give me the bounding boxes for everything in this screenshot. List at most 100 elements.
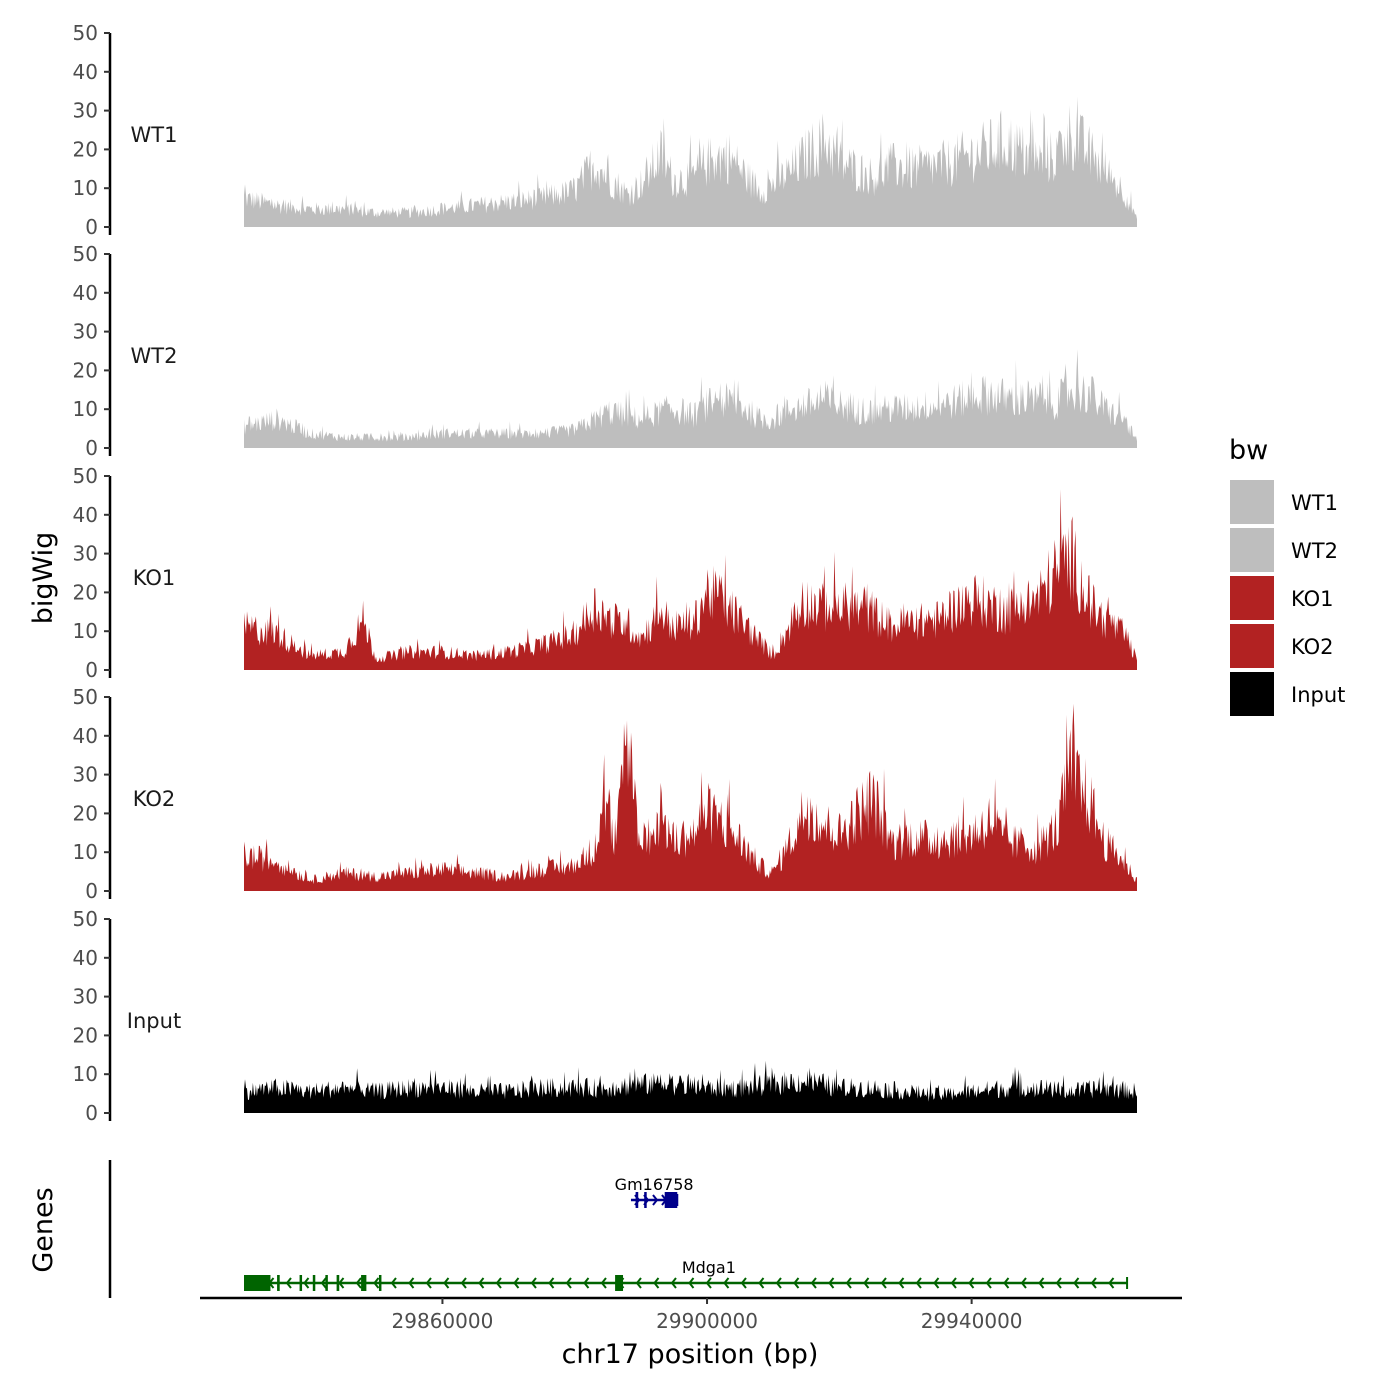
- exon: [378, 1275, 382, 1291]
- strand-arrow: [373, 1277, 380, 1289]
- strand-arrow: [460, 1277, 467, 1289]
- strand-arrow: [723, 1277, 730, 1289]
- legend-item-wt1: WT1: [1230, 480, 1338, 524]
- y-tick-label: 40: [73, 60, 98, 84]
- track-ko1: 0 10 20 30 40 50 KO1: [73, 464, 1137, 682]
- y-axis-title: bigWig: [28, 532, 59, 625]
- strand-arrow: [670, 1277, 677, 1289]
- strand-arrow: [320, 1277, 327, 1289]
- genes-axis-title: Genes: [28, 1187, 59, 1272]
- y-tick-label: 50: [73, 242, 98, 266]
- strand-arrow: [583, 1277, 590, 1289]
- coverage-area: [244, 703, 1137, 891]
- gene-gm16758: Gm16758: [615, 1175, 694, 1208]
- legend-swatch: [1230, 528, 1274, 572]
- track-label: WT2: [131, 344, 178, 368]
- strand-arrow: [355, 1277, 362, 1289]
- genes-panel: Gm16758 Mdga1: [108, 1160, 1129, 1298]
- strand-arrow: [828, 1277, 835, 1289]
- strand-arrow: [950, 1277, 957, 1289]
- gene-label: Mdga1: [682, 1258, 736, 1277]
- strand-arrow: [845, 1277, 852, 1289]
- track-label: Input: [127, 1009, 181, 1033]
- strand-arrow: [863, 1277, 870, 1289]
- strand-arrow: [898, 1277, 905, 1289]
- y-tick-label: 40: [73, 281, 98, 305]
- legend-swatch: [1230, 672, 1274, 716]
- y-tick-label: 30: [73, 320, 98, 344]
- strand-arrow: [425, 1277, 432, 1289]
- y-tick-label: 10: [73, 397, 98, 421]
- coverage-area: [244, 96, 1137, 227]
- strand-arrow: [530, 1277, 537, 1289]
- y-tick-label: 0: [85, 436, 98, 460]
- exon: [664, 1192, 678, 1208]
- legend-label: KO2: [1291, 635, 1334, 659]
- y-tick-label: 40: [73, 503, 98, 527]
- legend-item-ko1: KO1: [1230, 576, 1334, 620]
- coverage-area: [244, 1060, 1137, 1113]
- y-tick-label: 10: [73, 1062, 98, 1086]
- strand-arrow: [1038, 1277, 1045, 1289]
- legend-label: Input: [1291, 683, 1345, 707]
- legend-label: WT1: [1291, 491, 1338, 515]
- strand-arrow: [1108, 1277, 1115, 1289]
- exon: [615, 1275, 624, 1291]
- track-wt2: 0 10 20 30 40 50 WT2: [73, 242, 1137, 460]
- y-tick-label: 40: [73, 724, 98, 748]
- y-tick-label: 20: [73, 137, 98, 161]
- y-tick-label: 0: [85, 658, 98, 682]
- x-tick-label: 29900000: [656, 1309, 758, 1333]
- x-tick-label: 29940000: [921, 1309, 1023, 1333]
- strand-arrow: [933, 1277, 940, 1289]
- y-tick-label: 30: [73, 985, 98, 1009]
- strand-arrow: [1073, 1277, 1080, 1289]
- strand-arrow: [390, 1277, 397, 1289]
- legend-label: WT2: [1291, 539, 1338, 563]
- track-input: 0 10 20 30 40 50 Input: [73, 907, 1137, 1125]
- legend-item-input: Input: [1230, 672, 1345, 716]
- strand-arrow: [880, 1277, 887, 1289]
- strand-arrow: [303, 1277, 310, 1289]
- legend-swatch: [1230, 576, 1274, 620]
- exon: [644, 1192, 647, 1208]
- coverage-area: [244, 349, 1137, 448]
- strand-arrow: [600, 1277, 607, 1289]
- y-tick-label: 50: [73, 464, 98, 488]
- strand-arrow: [565, 1277, 572, 1289]
- exon: [325, 1275, 328, 1291]
- track-ko2: 0 10 20 30 40 50 KO2: [73, 685, 1137, 903]
- y-tick-label: 20: [73, 580, 98, 604]
- y-tick-label: 40: [73, 946, 98, 970]
- x-axis-title: chr17 position (bp): [562, 1339, 819, 1370]
- exon: [635, 1192, 639, 1208]
- strand-arrow: [338, 1277, 345, 1289]
- strand-arrow: [1090, 1277, 1097, 1289]
- strand-arrow: [652, 1194, 659, 1206]
- exon: [277, 1275, 280, 1291]
- gene-mdga1: Mdga1: [244, 1258, 1129, 1291]
- strand-arrow: [793, 1277, 800, 1289]
- strand-arrow: [740, 1277, 747, 1289]
- strand-arrow: [408, 1277, 415, 1289]
- y-tick-label: 10: [73, 176, 98, 200]
- x-tick-label: 29860000: [392, 1309, 494, 1333]
- y-tick-label: 30: [73, 542, 98, 566]
- strand-arrow: [688, 1277, 695, 1289]
- exon: [299, 1275, 303, 1291]
- strand-arrow: [285, 1277, 292, 1289]
- y-tick-label: 0: [85, 215, 98, 239]
- strand-arrow: [548, 1277, 555, 1289]
- strand-arrow: [775, 1277, 782, 1289]
- y-tick-label: 20: [73, 1023, 98, 1047]
- strand-arrow: [653, 1277, 660, 1289]
- legend-swatch: [1230, 624, 1274, 668]
- strand-arrow: [478, 1277, 485, 1289]
- strand-arrow: [1055, 1277, 1062, 1289]
- y-tick-label: 0: [85, 1101, 98, 1125]
- y-tick-label: 20: [73, 358, 98, 382]
- coverage-tracks: 0 10 20 30 40 50 WT1 0 10 20 30 40 50 WT2 0 10 20 30 40 50 K…: [73, 21, 1137, 1125]
- strand-arrow: [810, 1277, 817, 1289]
- strand-arrow: [443, 1277, 450, 1289]
- strand-arrow: [635, 1277, 642, 1289]
